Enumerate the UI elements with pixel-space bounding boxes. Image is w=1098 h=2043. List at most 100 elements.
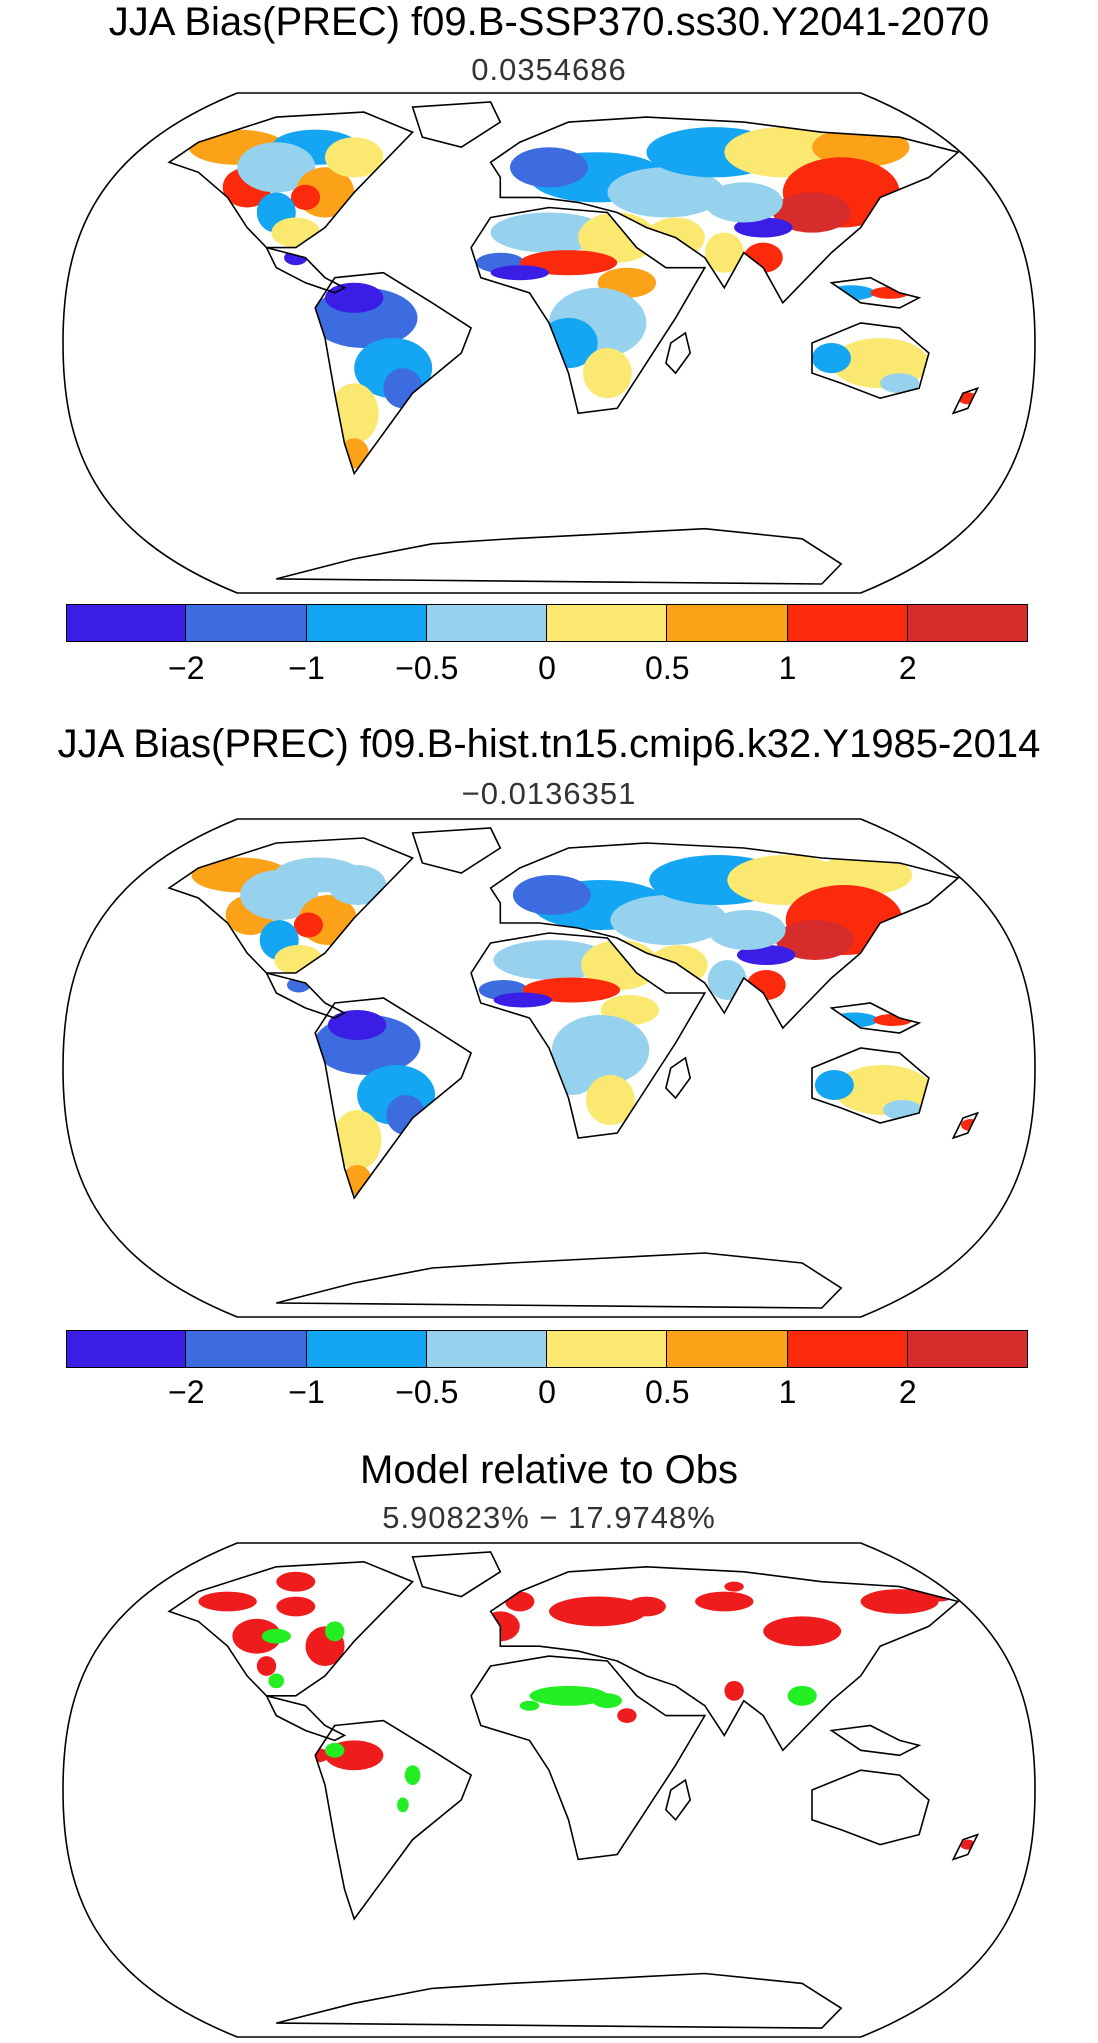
map-outline bbox=[62, 92, 1036, 594]
coastline-australia bbox=[811, 1047, 930, 1124]
field-patch bbox=[707, 960, 747, 1000]
colorbar-swatch bbox=[667, 604, 788, 642]
coastline-nz bbox=[951, 1111, 980, 1140]
field-patch bbox=[325, 282, 384, 313]
coastline-australia bbox=[811, 322, 930, 400]
coastline-eurasia bbox=[489, 1565, 960, 1752]
field-patch bbox=[510, 147, 588, 188]
map-title-3: Model relative to Obs bbox=[360, 1448, 738, 1492]
field-patch bbox=[626, 1596, 666, 1617]
field-patch bbox=[704, 232, 744, 273]
field-patch bbox=[617, 1708, 637, 1723]
field-patch bbox=[734, 217, 793, 238]
colorbar-swatch bbox=[306, 1330, 427, 1368]
field-patch bbox=[293, 912, 323, 938]
field-patch bbox=[198, 1591, 257, 1612]
colorbar-swatch bbox=[907, 1330, 1028, 1368]
field-patch bbox=[787, 1685, 817, 1706]
coastline-madag bbox=[665, 1778, 692, 1822]
field-patch bbox=[268, 1673, 285, 1689]
colorbar-tick-label: 1 bbox=[778, 1374, 797, 1410]
coastline-australia bbox=[811, 1769, 930, 1846]
map-outline bbox=[62, 818, 1036, 1318]
colorbar-tick-label: 0.5 bbox=[645, 1374, 690, 1410]
colorbar-swatch bbox=[186, 604, 307, 642]
field-patch bbox=[271, 217, 321, 248]
colorbar-swatch bbox=[66, 1330, 187, 1368]
coastline-samerica bbox=[314, 271, 473, 476]
field-patch bbox=[529, 1685, 608, 1706]
coastline-namerica bbox=[167, 1560, 415, 1697]
field-patch bbox=[583, 348, 632, 399]
coastline-antarctica bbox=[276, 527, 843, 585]
colorbar-swatch bbox=[186, 1330, 307, 1368]
coastline-greenland bbox=[411, 827, 502, 874]
colorbar-tick-label: 0 bbox=[538, 1374, 556, 1410]
coastline-camerica bbox=[265, 246, 347, 294]
field-patch bbox=[256, 1656, 277, 1676]
bias-map-2 bbox=[62, 818, 1036, 1318]
field-patch bbox=[493, 992, 552, 1008]
colorbar-swatch bbox=[907, 604, 1028, 642]
field-patch bbox=[592, 1693, 623, 1709]
field-patch bbox=[880, 373, 920, 394]
colorbar-swatch bbox=[66, 604, 187, 642]
data-field-1 bbox=[188, 127, 978, 469]
colorbar-swatch bbox=[547, 604, 668, 642]
field-patch bbox=[325, 1742, 345, 1758]
coastline-africa bbox=[470, 932, 707, 1139]
field-patch bbox=[519, 1700, 540, 1711]
coastline-africa bbox=[470, 206, 707, 415]
field-patch bbox=[860, 1589, 939, 1614]
colorbar-tick-label: 0 bbox=[538, 650, 556, 686]
coastline-eurasia bbox=[489, 842, 960, 1030]
coastline-seasia bbox=[829, 1724, 922, 1757]
coastline-madag bbox=[665, 1056, 692, 1100]
field-patch bbox=[490, 265, 549, 281]
field-patch bbox=[775, 920, 854, 960]
coastline-seasia bbox=[829, 1002, 922, 1034]
coastline-antarctica bbox=[276, 1972, 843, 2029]
colorbar-swatch bbox=[306, 604, 427, 642]
data-field-3 bbox=[198, 1571, 976, 1850]
map-title-2: JJA Bias(PREC) f09.B-hist.tn15.cmip6.k32… bbox=[57, 722, 1041, 766]
colorbar-tick-label: 0.5 bbox=[645, 650, 690, 686]
colorbar-tick-label: −0.5 bbox=[395, 1374, 459, 1410]
colorbar-tick-label: −0.5 bbox=[395, 650, 459, 686]
coastline-africa bbox=[470, 1655, 707, 1861]
field-patch bbox=[383, 368, 423, 409]
colorbar-tick-label: 2 bbox=[898, 1374, 917, 1410]
field-patch bbox=[290, 184, 321, 210]
field-patch bbox=[276, 1571, 316, 1592]
colorbar-swatch bbox=[547, 1330, 668, 1368]
field-patch bbox=[332, 1110, 382, 1170]
field-patch bbox=[386, 1095, 426, 1135]
map-outline bbox=[62, 1542, 1036, 2038]
map-mean-1: 0.0354686 bbox=[471, 52, 627, 87]
colorbar-swatch bbox=[787, 1330, 908, 1368]
coastline-nz bbox=[951, 1833, 980, 1861]
field-patch bbox=[724, 1680, 744, 1701]
field-patch bbox=[327, 865, 387, 905]
field-patch bbox=[814, 1070, 854, 1100]
field-patch bbox=[505, 1591, 535, 1612]
field-patch bbox=[814, 855, 913, 895]
field-patch bbox=[737, 945, 796, 965]
coastline-eurasia bbox=[489, 116, 960, 305]
field-patch bbox=[232, 1618, 282, 1654]
field-patch bbox=[325, 137, 384, 178]
field-patch bbox=[493, 940, 611, 980]
relative-map bbox=[62, 1542, 1036, 2038]
field-patch bbox=[773, 192, 851, 233]
field-patch bbox=[237, 142, 316, 193]
coastline-antarctica bbox=[276, 1252, 843, 1309]
field-patch bbox=[397, 1797, 409, 1813]
field-patch bbox=[404, 1765, 421, 1785]
coastline-namerica bbox=[167, 111, 414, 249]
field-patch bbox=[549, 1596, 647, 1627]
field-patch bbox=[763, 1616, 842, 1647]
field-patch bbox=[812, 343, 851, 374]
field-patch bbox=[695, 1591, 754, 1612]
colorbar-1 bbox=[66, 604, 1028, 642]
coastline-camerica bbox=[265, 971, 347, 1019]
